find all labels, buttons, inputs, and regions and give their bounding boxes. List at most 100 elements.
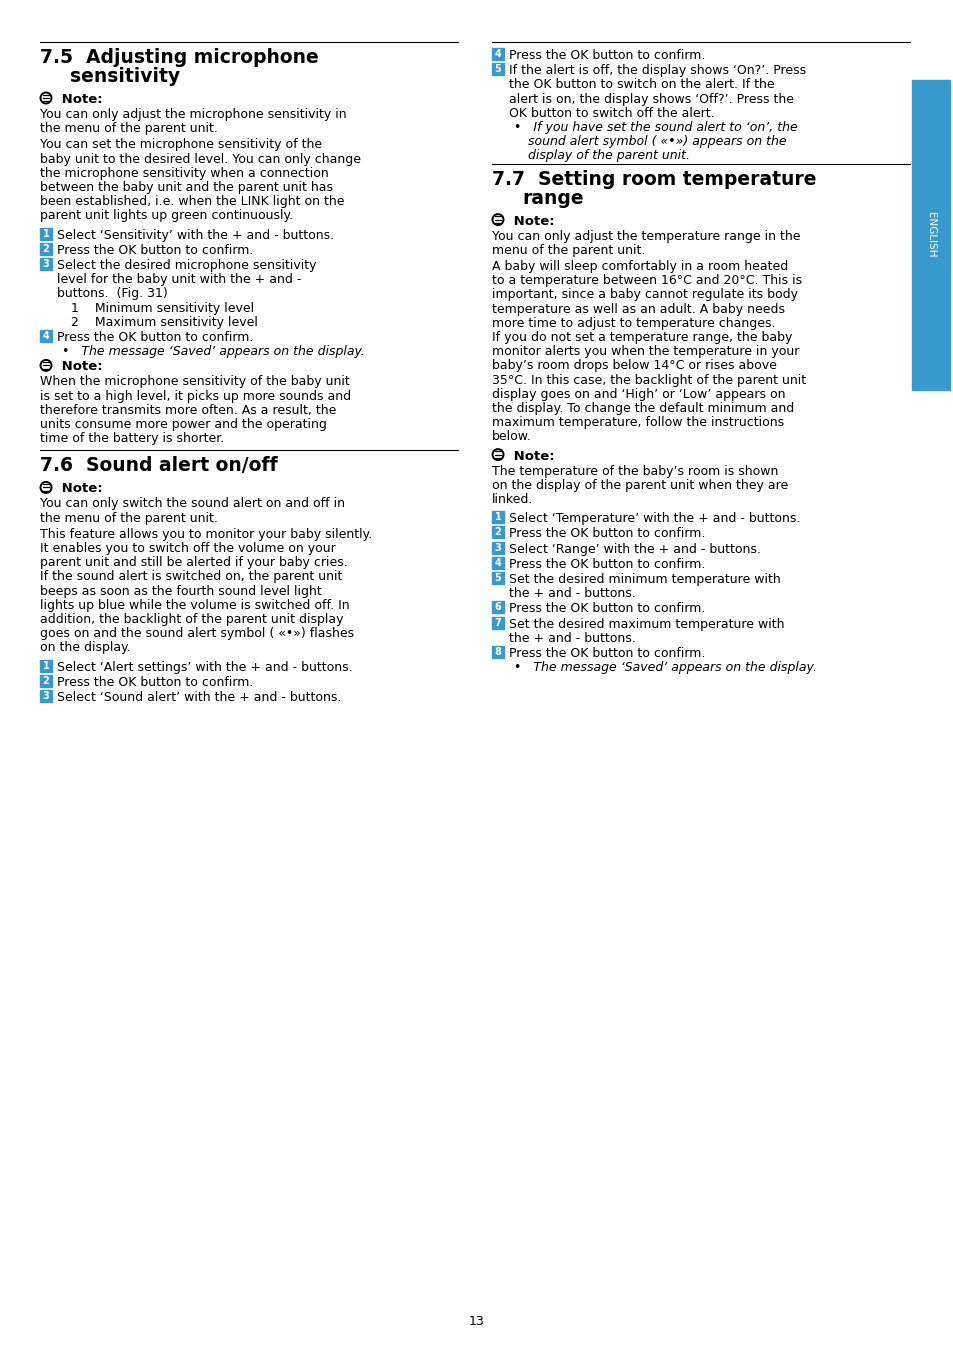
Text: You can only adjust the microphone sensitivity in: You can only adjust the microphone sensi… [40,108,346,122]
Text: •   If you have set the sound alert to ‘on’, the: • If you have set the sound alert to ‘on… [514,122,797,134]
Text: Note:: Note: [509,450,554,463]
Text: 4: 4 [494,49,501,59]
Text: on the display.: on the display. [40,641,131,655]
Bar [40,228,52,239]
Text: •   The message ‘Saved’ appears on the display.: • The message ‘Saved’ appears on the dis… [62,346,364,358]
Bar [40,243,52,255]
Text: 2    Maximum sensitivity level: 2 Maximum sensitivity level [71,316,257,329]
Bar [492,63,503,76]
Text: It enables you to switch off the volume on your: It enables you to switch off the volume … [40,541,335,555]
Text: 13: 13 [469,1315,484,1328]
Text: to a temperature between 16°C and 20°C. This is: to a temperature between 16°C and 20°C. … [492,274,801,288]
Text: Select ‘Sensitivity’ with the + and - buttons.: Select ‘Sensitivity’ with the + and - bu… [57,228,334,242]
Text: Press the OK button to confirm.: Press the OK button to confirm. [57,676,253,688]
Text: 8: 8 [494,647,501,657]
Text: Press the OK button to confirm.: Press the OK button to confirm. [57,244,253,256]
Text: Select ‘Range’ with the + and - buttons.: Select ‘Range’ with the + and - buttons. [509,543,760,556]
Text: units consume more power and the operating: units consume more power and the operati… [40,418,327,431]
Text: 1: 1 [494,512,501,522]
Text: ENGLISH: ENGLISH [925,212,935,258]
Text: 1: 1 [43,228,50,239]
Text: buttons.  (Fig. 31): buttons. (Fig. 31) [57,288,168,301]
Text: monitor alerts you when the temperature in your: monitor alerts you when the temperature … [492,346,799,358]
Text: linked.: linked. [492,493,533,506]
Bar [492,601,503,613]
Bar [492,556,503,568]
Bar [492,647,503,657]
Text: 7.5  Adjusting microphone: 7.5 Adjusting microphone [40,49,318,68]
Text: the OK button to switch on the alert. If the: the OK button to switch on the alert. If… [509,78,774,92]
Text: the + and - buttons.: the + and - buttons. [509,632,635,645]
Text: parent unit lights up green continuously.: parent unit lights up green continuously… [40,209,293,223]
Text: between the baby unit and the parent unit has: between the baby unit and the parent uni… [40,181,333,194]
Text: level for the baby unit with the + and -: level for the baby unit with the + and - [57,273,301,286]
Text: 3: 3 [43,259,50,269]
Text: been established, i.e. when the LINK light on the: been established, i.e. when the LINK lig… [40,196,344,208]
Bar [492,512,503,524]
Text: 7.7  Setting room temperature: 7.7 Setting room temperature [492,170,816,189]
Text: is set to a high level, it picks up more sounds and: is set to a high level, it picks up more… [40,390,351,402]
Text: the display. To change the default minimum and: the display. To change the default minim… [492,402,794,414]
Text: on the display of the parent unit when they are: on the display of the parent unit when t… [492,479,787,491]
Text: Select the desired microphone sensitivity: Select the desired microphone sensitivit… [57,259,316,271]
Bar [492,526,503,539]
Text: Set the desired maximum temperature with: Set the desired maximum temperature with [509,617,783,630]
Bar [40,329,52,342]
Text: the menu of the parent unit.: the menu of the parent unit. [40,123,217,135]
Text: time of the battery is shorter.: time of the battery is shorter. [40,432,224,446]
Text: beeps as soon as the fourth sound level light: beeps as soon as the fourth sound level … [40,585,321,598]
Text: 4: 4 [494,558,501,568]
Bar [492,617,503,629]
Text: important, since a baby cannot regulate its body: important, since a baby cannot regulate … [492,289,797,301]
Text: Select ‘Sound alert’ with the + and - buttons.: Select ‘Sound alert’ with the + and - bu… [57,691,341,703]
Bar [40,660,52,671]
Text: goes on and the sound alert symbol ( «•») flashes: goes on and the sound alert symbol ( «•»… [40,628,354,640]
Bar [911,80,949,390]
Text: 3: 3 [494,543,501,552]
Text: 2: 2 [494,528,501,537]
Text: temperature as well as an adult. A baby needs: temperature as well as an adult. A baby … [492,302,784,316]
Text: You can only switch the sound alert on and off in: You can only switch the sound alert on a… [40,497,345,510]
Text: display of the parent unit.: display of the parent unit. [527,150,689,162]
Text: Press the OK button to confirm.: Press the OK button to confirm. [57,331,253,344]
Text: The temperature of the baby’s room is shown: The temperature of the baby’s room is sh… [492,464,778,478]
Text: 6: 6 [494,602,501,613]
Bar [492,541,503,554]
Text: baby’s room drops below 14°C or rises above: baby’s room drops below 14°C or rises ab… [492,359,776,373]
Text: Press the OK button to confirm.: Press the OK button to confirm. [509,49,704,62]
Text: 7: 7 [494,617,501,628]
Text: parent unit and still be alerted if your baby cries.: parent unit and still be alerted if your… [40,556,348,570]
Text: therefore transmits more often. As a result, the: therefore transmits more often. As a res… [40,404,336,417]
Text: 1    Minimum sensitivity level: 1 Minimum sensitivity level [71,301,253,315]
Text: If you do not set a temperature range, the baby: If you do not set a temperature range, t… [492,331,792,344]
Bar [492,49,503,59]
Text: the + and - buttons.: the + and - buttons. [509,587,635,601]
Text: Select ‘Temperature’ with the + and - buttons.: Select ‘Temperature’ with the + and - bu… [509,512,800,525]
Text: 1: 1 [43,660,50,671]
Text: Note:: Note: [509,215,554,228]
Text: sensitivity: sensitivity [70,68,180,86]
Text: This feature allows you to monitor your baby silently.: This feature allows you to monitor your … [40,528,372,541]
Text: 7.6  Sound alert on/off: 7.6 Sound alert on/off [40,456,277,475]
Text: Note:: Note: [57,482,103,495]
Text: more time to adjust to temperature changes.: more time to adjust to temperature chang… [492,317,775,329]
Text: 35°C. In this case, the backlight of the parent unit: 35°C. In this case, the backlight of the… [492,374,805,386]
Text: 5: 5 [494,572,501,583]
Text: If the alert is off, the display shows ‘On?’. Press: If the alert is off, the display shows ‘… [509,65,805,77]
Text: maximum temperature, follow the instructions: maximum temperature, follow the instruct… [492,416,783,429]
Text: Set the desired minimum temperature with: Set the desired minimum temperature with [509,572,780,586]
Text: the microphone sensitivity when a connection: the microphone sensitivity when a connec… [40,167,329,180]
Text: Select ‘Alert settings’ with the + and - buttons.: Select ‘Alert settings’ with the + and -… [57,660,353,674]
Text: 3: 3 [43,691,50,701]
Text: sound alert symbol ( «•») appears on the: sound alert symbol ( «•») appears on the [527,135,786,148]
Text: 5: 5 [494,65,501,74]
Text: OK button to switch off the alert.: OK button to switch off the alert. [509,107,714,120]
Text: below.: below. [492,431,532,443]
Text: Press the OK button to confirm.: Press the OK button to confirm. [509,558,704,571]
Text: If the sound alert is switched on, the parent unit: If the sound alert is switched on, the p… [40,571,342,583]
Text: the menu of the parent unit.: the menu of the parent unit. [40,512,217,525]
Text: 2: 2 [43,244,50,254]
Text: 4: 4 [43,331,50,342]
Text: alert is on, the display shows ‘Off?’. Press the: alert is on, the display shows ‘Off?’. P… [509,93,793,105]
Text: Press the OK button to confirm.: Press the OK button to confirm. [509,647,704,660]
